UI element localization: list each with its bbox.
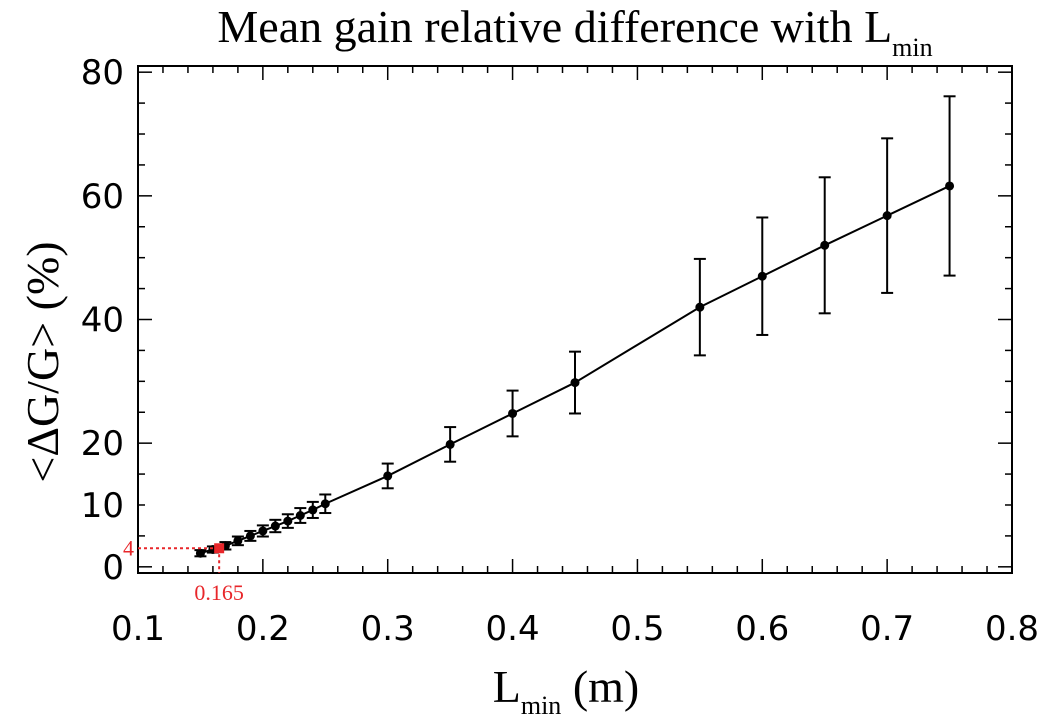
y-tick-label: 10	[81, 486, 124, 526]
x-tick-label: 0.5	[610, 609, 664, 649]
x-tick-label: 0.7	[860, 609, 914, 649]
y-tick-label: 20	[81, 424, 124, 464]
data-point	[695, 302, 705, 312]
data-point	[570, 378, 580, 388]
data-point	[757, 271, 767, 281]
y-tick-label: 40	[81, 301, 124, 341]
y-tick-label: 0	[102, 548, 124, 588]
data-point	[295, 510, 305, 520]
data-point	[882, 211, 892, 221]
data-point	[270, 521, 280, 531]
x-tick-label: 0.2	[236, 609, 290, 649]
x-tick-label: 0.1	[111, 609, 165, 649]
data-point	[383, 471, 393, 481]
data-point	[308, 505, 318, 515]
text-layer: 0.1 0.2 0.3 0.4 0.5 0.6 0.7 0.8 0 10 20 40 60 80 Mean …	[17, 1, 1039, 717]
data-point	[508, 408, 518, 418]
chart-title-main: Mean gain relative difference with L	[217, 1, 892, 52]
plot-layer	[137, 65, 1013, 574]
data-point	[195, 548, 205, 558]
x-axis-label-unit: (m)	[561, 661, 639, 712]
data-point	[283, 516, 293, 526]
x-tick-label: 0.6	[735, 609, 789, 649]
annotation-y-value: 4	[123, 535, 134, 560]
chart-title: Mean gain relative difference with Lmin	[217, 1, 932, 62]
y-tick-label: 60	[81, 177, 124, 217]
y-tick-label: 80	[81, 53, 124, 93]
data-point	[233, 536, 243, 546]
x-tick-label: 0.3	[361, 609, 415, 649]
y-axis-label: <ΔG/G> (%)	[17, 241, 68, 482]
plot-frame	[137, 65, 1013, 574]
chart-title-subscript: min	[892, 33, 932, 62]
data-point	[445, 439, 455, 449]
x-axis-label-subscript: min	[521, 691, 561, 717]
x-tick-label: 0.8	[985, 609, 1039, 649]
data-point	[258, 526, 268, 536]
data-point	[320, 499, 330, 509]
annotation-x-value: 0.165	[194, 580, 244, 605]
x-tick-label: 0.4	[486, 609, 540, 649]
data-point	[820, 240, 830, 250]
data-point	[245, 531, 255, 541]
x-axis-label: Lmin (m)	[493, 661, 639, 717]
data-point	[945, 181, 955, 191]
annotation-point	[214, 543, 225, 554]
x-axis-label-main: L	[493, 661, 521, 712]
